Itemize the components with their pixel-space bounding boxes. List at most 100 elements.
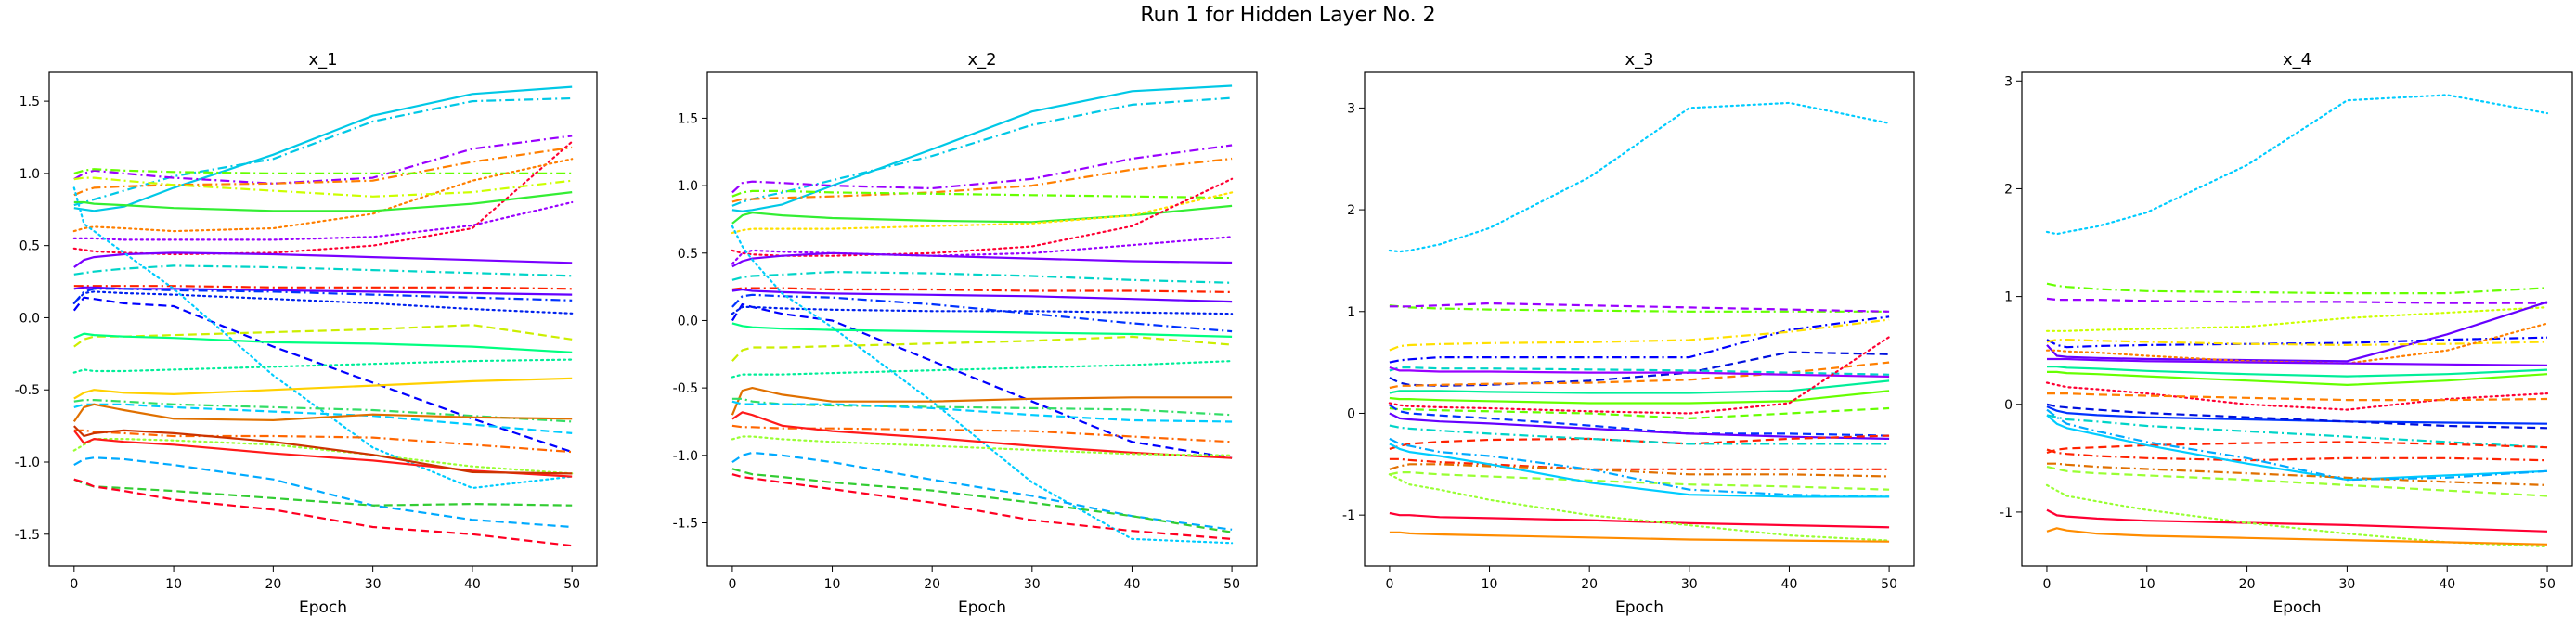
series-line xyxy=(731,411,1233,459)
x-tick-label: 10 xyxy=(824,577,841,592)
series-line xyxy=(73,456,573,529)
series-line xyxy=(731,305,1234,315)
y-tick-label: -1 xyxy=(2000,506,2013,521)
series-line xyxy=(2046,408,2548,482)
series-line xyxy=(72,288,573,304)
x-tick-label: 30 xyxy=(1024,577,1041,592)
x-tick-label: 0 xyxy=(2042,577,2051,592)
series-line xyxy=(1389,302,1890,313)
series-line xyxy=(72,438,574,475)
x-tick-label: 10 xyxy=(1482,577,1498,592)
x-tick-label: 30 xyxy=(2338,577,2355,592)
x-axis-label: Epoch xyxy=(1615,598,1663,617)
series-line xyxy=(2046,297,2547,304)
series-line xyxy=(72,358,574,374)
x-tick-label: 40 xyxy=(464,577,481,592)
series-line xyxy=(2046,441,2548,455)
x-tick-label: 0 xyxy=(728,577,736,592)
y-tick-label: 0.5 xyxy=(678,247,698,262)
x-tick-label: 40 xyxy=(2439,577,2455,592)
y-tick-label: 1 xyxy=(1347,305,1355,320)
y-tick-label: -1.5 xyxy=(15,528,40,543)
series-line xyxy=(1388,473,1891,542)
series-line xyxy=(72,158,574,233)
series-group xyxy=(1388,101,1891,543)
x-tick-label: 20 xyxy=(2239,577,2256,592)
axes-frame xyxy=(2021,71,2573,567)
series-line xyxy=(73,85,573,212)
x-tick-label: 40 xyxy=(1124,577,1141,592)
series-line xyxy=(1389,379,1890,394)
subplot-x2: 0 10 20 30 40 50 -1.5 -1.0 -0.5 0.0 0.5 1.0 1.5 x_2 Ep… xyxy=(673,50,1258,617)
series-line xyxy=(2046,466,2548,497)
x-tick-label: 20 xyxy=(265,577,281,592)
series-line xyxy=(2045,483,2549,548)
series-line xyxy=(1389,511,1890,529)
series-line xyxy=(1389,315,1890,364)
series-line xyxy=(731,397,1233,417)
series-line xyxy=(73,285,573,290)
series-line xyxy=(731,400,1233,423)
x-tick-label: 20 xyxy=(1581,577,1598,592)
x-tick-label: 50 xyxy=(1881,577,1897,592)
subplot-x3: 0 10 20 30 40 50 -1 0 1 2 3 x_3 Epoch xyxy=(1342,50,1915,617)
series-line xyxy=(2046,527,2548,546)
series-line xyxy=(2046,414,2548,449)
x-axis-label: Epoch xyxy=(299,598,347,617)
series-line xyxy=(2046,508,2548,533)
series-line xyxy=(731,225,1234,545)
x-axis-label: Epoch xyxy=(958,598,1006,617)
x-tick-label: 0 xyxy=(70,577,78,592)
series-line xyxy=(2046,282,2548,295)
series-line xyxy=(731,335,1233,362)
series-line xyxy=(2045,94,2549,236)
series-line xyxy=(1389,406,1890,419)
x-tick-label: 10 xyxy=(165,577,182,592)
x-tick-label: 50 xyxy=(2539,577,2556,592)
y-tick-label: 2 xyxy=(2004,182,2013,197)
series-line xyxy=(1389,531,1890,543)
series-line xyxy=(72,296,573,454)
series-line xyxy=(73,403,573,434)
y-tick-label: 0.0 xyxy=(678,314,698,328)
series-line xyxy=(2046,448,2548,462)
y-tick-label: -1.5 xyxy=(673,516,698,531)
y-tick-label: 1.5 xyxy=(678,111,698,126)
series-line xyxy=(1389,463,1890,478)
series-line xyxy=(731,96,1233,207)
series-line xyxy=(731,435,1234,456)
axes-frame xyxy=(706,71,1258,567)
series-line xyxy=(731,387,1233,416)
series-line xyxy=(731,288,1233,303)
series-line xyxy=(1389,390,1890,405)
series-line xyxy=(731,287,1233,293)
series-line xyxy=(2046,414,2548,482)
series-line xyxy=(72,403,573,423)
series-line xyxy=(2046,339,2548,346)
series-line xyxy=(2046,336,2548,349)
series-line xyxy=(1388,101,1891,253)
series-line xyxy=(1389,351,1890,387)
x-axis-label: Epoch xyxy=(2272,598,2321,617)
x-tick-label: 30 xyxy=(1681,577,1698,592)
series-line xyxy=(1389,404,1890,437)
subplot-title: x_3 xyxy=(1625,50,1653,70)
series-line xyxy=(1389,443,1890,498)
series-line xyxy=(731,271,1233,284)
series-line xyxy=(731,144,1233,194)
series-line xyxy=(1389,424,1890,445)
series-group xyxy=(731,84,1234,545)
series-line xyxy=(2047,366,2548,378)
y-tick-label: -1 xyxy=(1342,508,1355,523)
y-tick-label: 3 xyxy=(1347,101,1355,116)
series-line xyxy=(2047,462,2548,486)
x-tick-label: 10 xyxy=(2139,577,2155,592)
series-line xyxy=(731,302,1233,459)
series-line xyxy=(731,251,1233,268)
series-line xyxy=(1389,318,1890,352)
y-tick-label: -0.5 xyxy=(673,381,698,396)
series-line xyxy=(731,177,1234,257)
series-line xyxy=(731,322,1233,338)
series-line xyxy=(1389,412,1890,440)
